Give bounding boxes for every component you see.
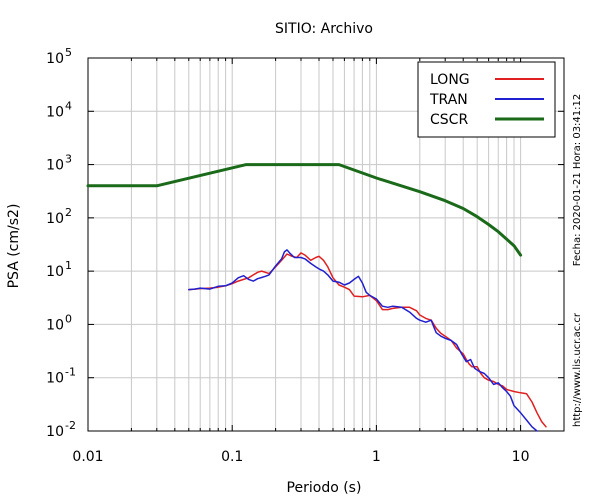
- y-tick-exponent: -1: [65, 366, 76, 379]
- legend-label-long: LONG: [430, 72, 470, 88]
- y-tick-label: 10: [46, 317, 64, 333]
- url-text: http://www.lis.ucr.ac.cr: [572, 312, 583, 427]
- legend: LONG TRAN CSCR: [417, 61, 556, 138]
- y-tick-exponent: 4: [65, 99, 72, 112]
- timestamp-text: Fecha: 2020-01-21 Hora: 03:41:12: [572, 94, 583, 267]
- y-axis-label: PSA (cm/s2): [6, 204, 22, 289]
- y-tick-exponent: 1: [65, 259, 72, 272]
- y-tick-base: 10: [46, 158, 64, 174]
- series-lines: [86, 163, 547, 432]
- y-tick-base: 10: [46, 211, 64, 227]
- y-tick-label: 10: [46, 158, 64, 174]
- y-tick-exponent: 0: [65, 312, 72, 325]
- y-tick-exponent: 2: [65, 206, 72, 219]
- legend-label-tran: TRAN: [429, 92, 468, 108]
- plot-frame: [87, 57, 565, 432]
- y-tick-base: 10: [46, 264, 64, 280]
- y-tick-label: 10: [46, 424, 64, 440]
- series-line-long: [188, 252, 547, 428]
- legend-box: [417, 61, 556, 138]
- x-tick-label: 1: [372, 449, 381, 465]
- y-tick-base: 10: [46, 104, 64, 120]
- y-tick-exponent: 5: [65, 46, 72, 59]
- y-tick-base: 10: [46, 371, 64, 387]
- y-tick-label: 10: [46, 371, 64, 387]
- x-tick-label: 0.01: [72, 449, 103, 465]
- x-tick-labels: 0.01 0.1 1 10: [72, 449, 529, 465]
- axis-ticks: [87, 57, 565, 432]
- series-line-tran: [188, 249, 538, 432]
- y-tick-label: 10: [46, 264, 64, 280]
- y-tick-base: 10: [46, 424, 64, 440]
- x-tick-label: 10: [512, 449, 530, 465]
- y-tick-base: 10: [46, 51, 64, 67]
- series-line-cscr: [86, 163, 523, 257]
- y-tick-base: 10: [46, 317, 64, 333]
- y-tick-label: 10: [46, 104, 64, 120]
- x-tick-label: 0.1: [221, 449, 243, 465]
- y-tick-label: 10: [46, 211, 64, 227]
- y-tick-exponent: 3: [65, 153, 72, 166]
- chart-title: SITIO: Archivo: [275, 21, 373, 37]
- x-axis-label: Periodo (s): [287, 480, 362, 496]
- grid: [87, 57, 565, 432]
- y-tick-exponent: -2: [65, 419, 76, 432]
- y-tick-label: 10: [46, 51, 64, 67]
- legend-label-cscr: CSCR: [430, 112, 468, 128]
